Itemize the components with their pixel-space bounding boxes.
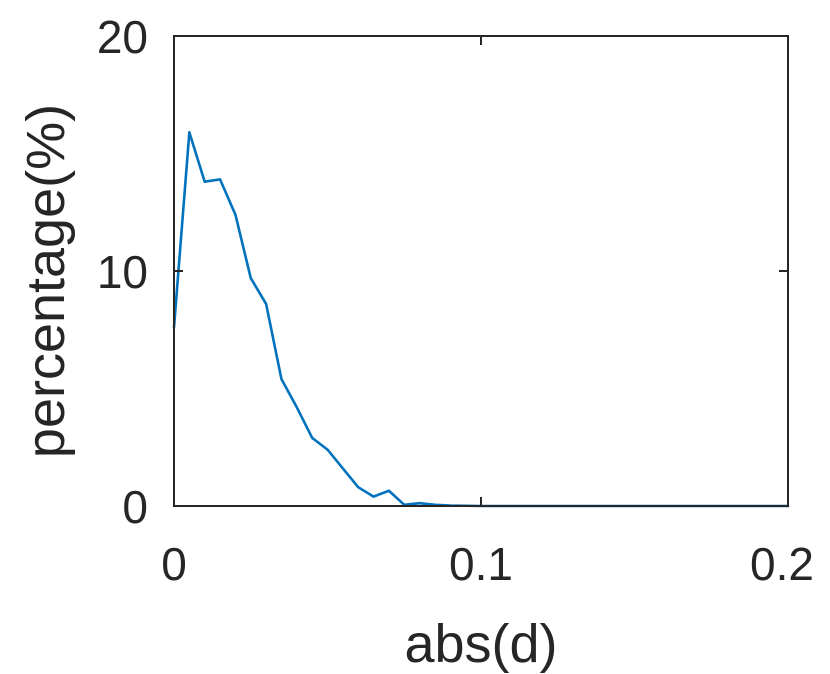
tick-marks (173, 35, 789, 507)
y-tick-label: 0 (122, 481, 148, 533)
y-axis-label: percentage(%) (16, 104, 76, 458)
x-tick-label: 0.2 (750, 538, 814, 590)
x-tick-label: 0.1 (449, 538, 513, 590)
y-tick-label: 20 (97, 11, 148, 63)
x-tick-label: 0 (161, 538, 187, 590)
y-tick-label: 10 (97, 246, 148, 298)
x-axis-label: abs(d) (404, 614, 557, 674)
tick-labels: 0 0.1 0.2 0 10 20 (97, 11, 814, 590)
